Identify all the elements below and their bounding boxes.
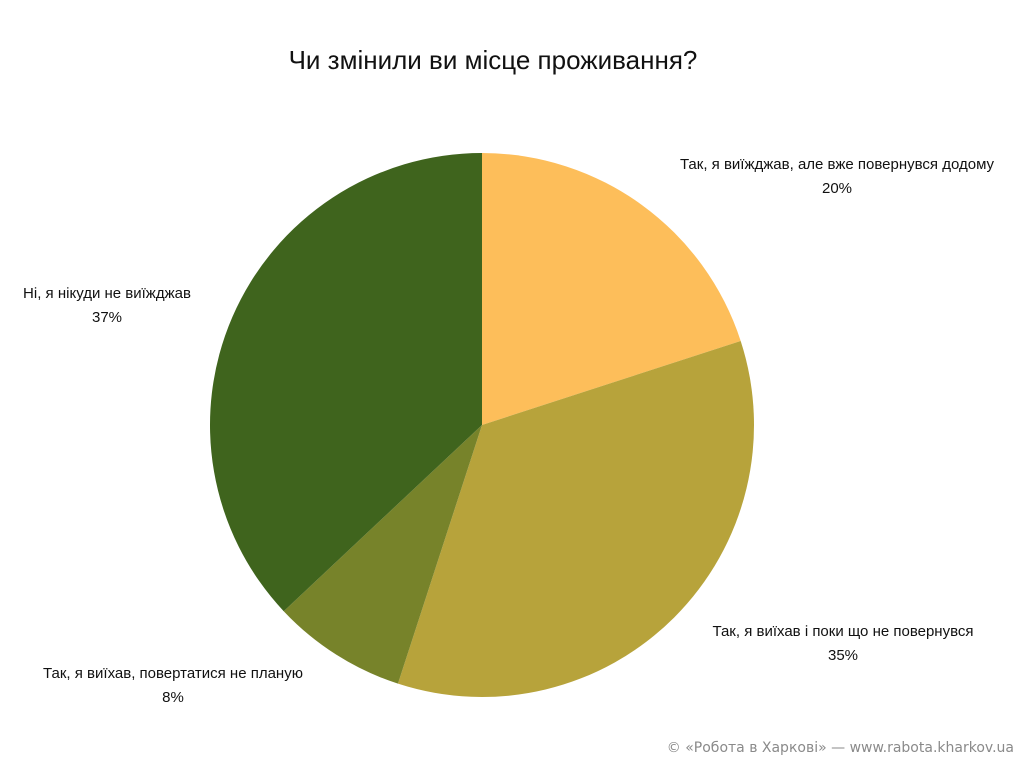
- slice-label-not-planning-return-value: 8%: [162, 689, 184, 706]
- slice-label-never-left-category: Ні, я нікуди не виїжджав: [23, 285, 191, 302]
- slice-label-not-planning-return-category: Так, я виїхав, повертатися не планую: [43, 665, 303, 682]
- slice-label-not-planning-return: Так, я виїхав, повертатися не планую 8%: [43, 662, 303, 710]
- footer-credit: © «Робота в Харкові» — www.rabota.kharko…: [666, 740, 1014, 756]
- chart-title: Чи змінили ви місце проживання?: [288, 45, 698, 75]
- slice-label-not-returned: Так, я виїхав і поки що не повернувся 35…: [712, 620, 973, 668]
- pie-slice-returned: [482, 153, 741, 425]
- slice-label-never-left-value: 37%: [91, 309, 123, 326]
- pie-slice-never-left: [209, 153, 482, 612]
- slice-label-not-returned-value: 35%: [827, 647, 859, 664]
- slice-label-never-left: Ні, я нікуди не виїжджав 37%: [23, 282, 191, 330]
- slice-label-returned: Так, я виїжджав, але вже повернувся додо…: [680, 153, 994, 201]
- pie-slices: [209, 153, 754, 698]
- slice-label-returned-value: 20%: [821, 180, 853, 197]
- slice-label-returned-category: Так, я виїжджав, але вже повернувся додо…: [679, 156, 995, 173]
- pie-slice-not-planning-return: [283, 425, 482, 684]
- slice-label-not-returned-category: Так, я виїхав і поки що не повернувся: [712, 623, 974, 640]
- pie-slice-not-returned: [397, 340, 754, 698]
